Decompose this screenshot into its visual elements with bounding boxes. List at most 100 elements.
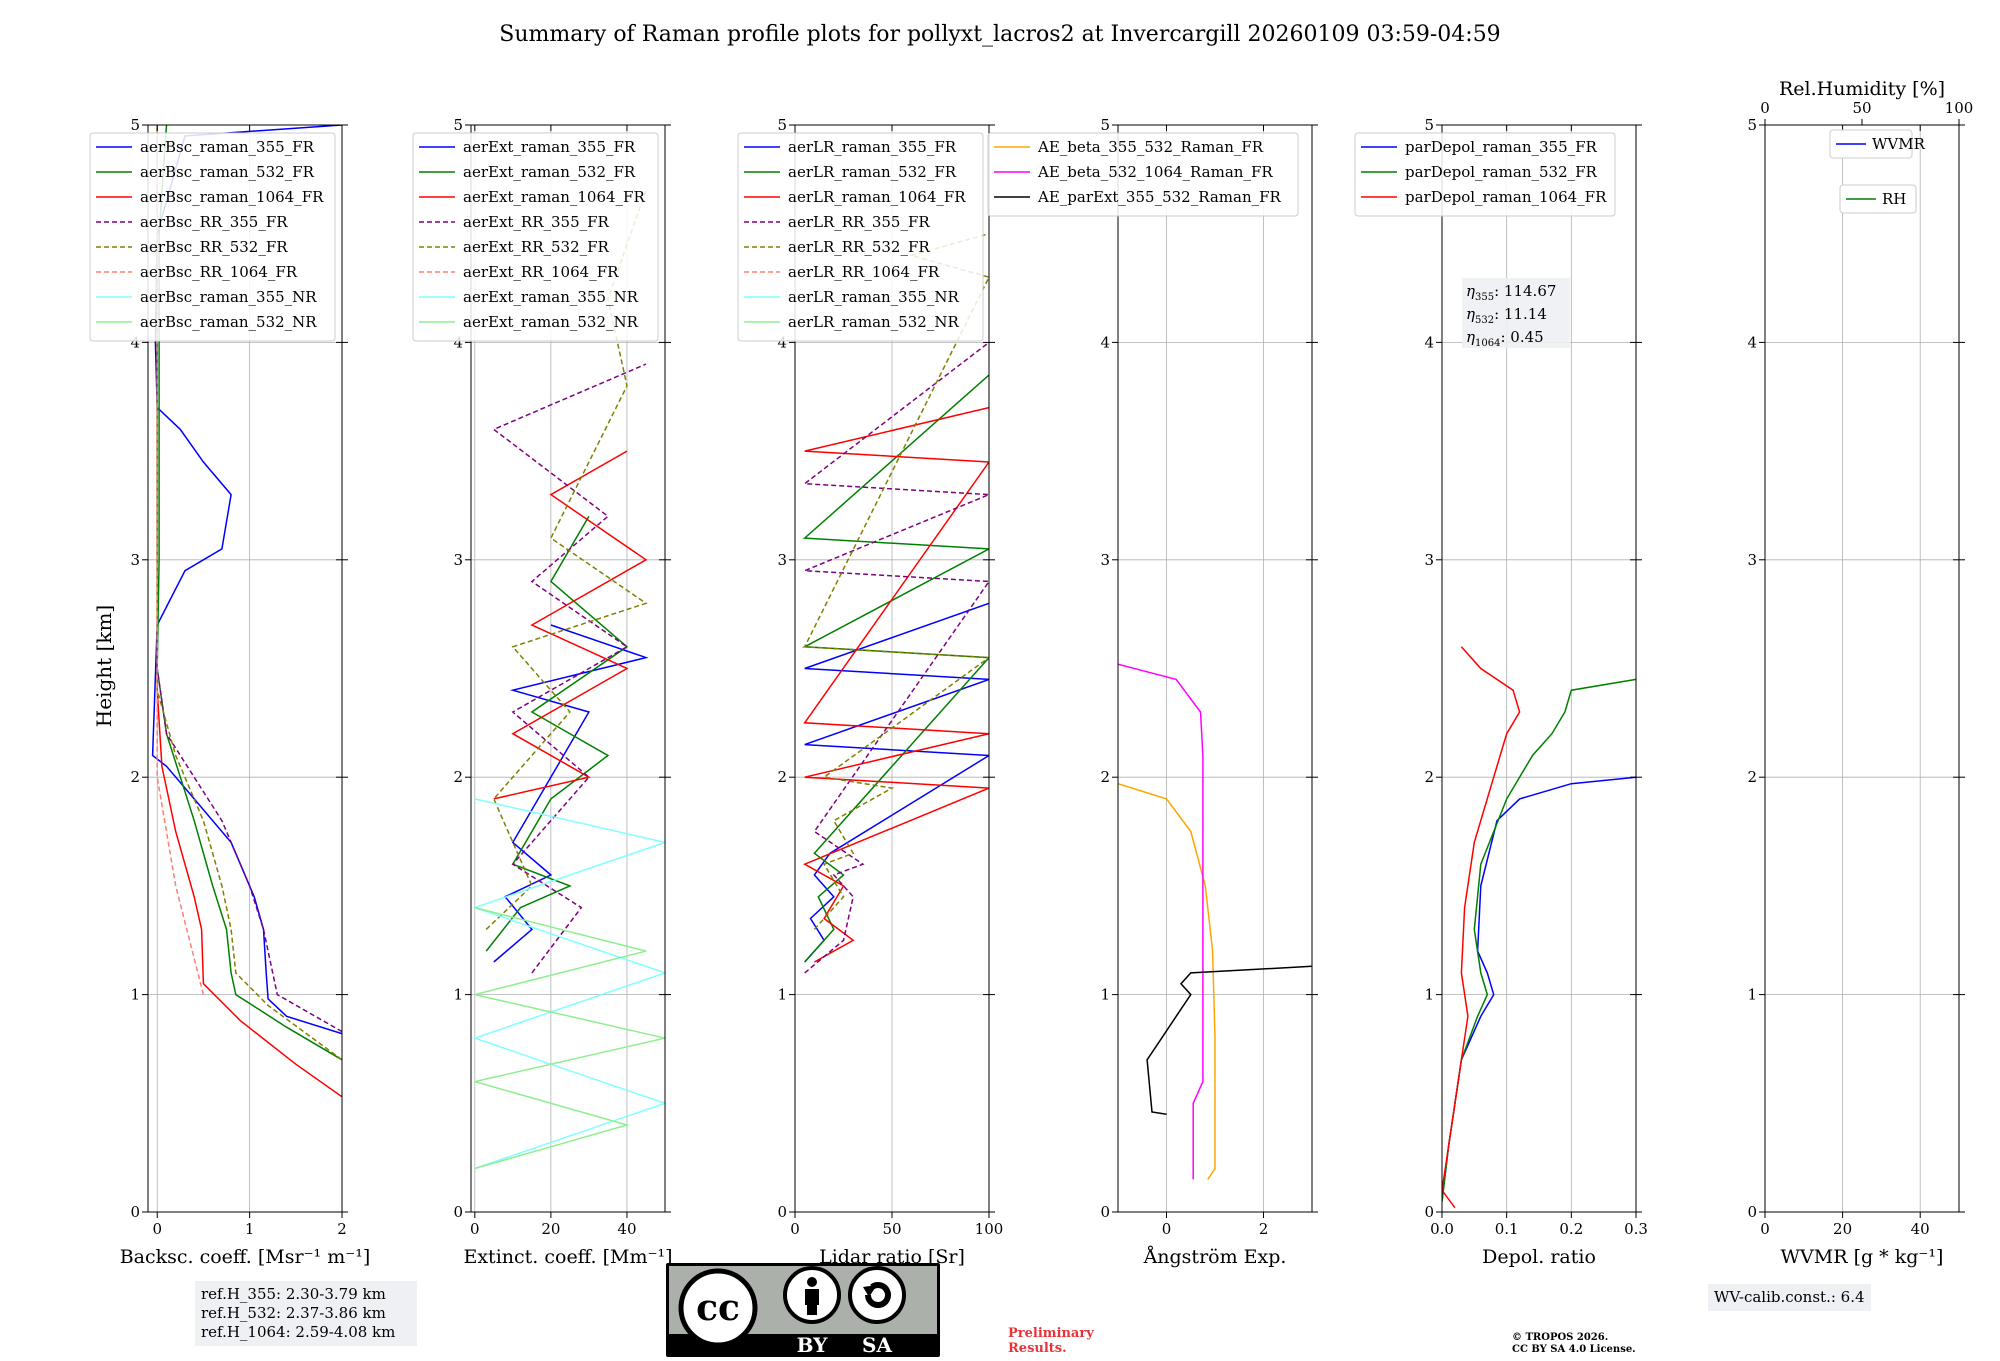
series-line-aerExt_raman_355_FR xyxy=(493,624,649,963)
panel-5: 0.0 0.1 0.2 0.3 0 1 2 3 4 5 Depol. ratio parDepol_r… xyxy=(1354,116,1648,1268)
legend: aerBsc_raman_355_FR aerBsc_raman_532_FRae… xyxy=(89,132,336,342)
y-tick-label: 5 xyxy=(1424,116,1434,134)
top-tick-label: 100 xyxy=(1945,99,1974,117)
copyright-note: © TROPOS 2026. CC BY SA 4.0 License. xyxy=(1512,1332,1636,1356)
legend-label: aerExt_raman_532_NR xyxy=(463,313,639,331)
top-axis-label: Rel.Humidity [%] xyxy=(1779,78,1945,100)
copyright-line-2: CC BY SA 4.0 License. xyxy=(1512,1344,1636,1355)
wv-calibration-box: WV-calib.const.: 6.4 xyxy=(1708,1284,1871,1311)
series-line-aerExt_raman_532_FR xyxy=(485,515,629,952)
preliminary-line-1: Preliminary xyxy=(1008,1326,1094,1341)
y-tick-label: 4 xyxy=(1100,333,1110,351)
ref-height-532: ref.H_532: 2.37-3.86 km xyxy=(201,1304,386,1322)
y-tick-label: 2 xyxy=(777,768,787,786)
legend-label: aerExt_RR_1064_FR xyxy=(463,263,619,281)
top-tick-label: 0 xyxy=(1760,99,1770,117)
legend-box xyxy=(737,132,984,342)
series-line-parDepol_raman_1064_FR xyxy=(1442,646,1521,1209)
legend: aerExt_raman_355_FR aerExt_raman_532_FRae… xyxy=(412,132,659,342)
y-tick-label: 1 xyxy=(130,986,140,1004)
y-tick-label: 4 xyxy=(777,333,787,351)
x-tick-label: 0 xyxy=(790,1220,800,1238)
legend-label: aerBsc_RR_532_FR xyxy=(140,238,288,256)
x-axis-label: Ångström Exp. xyxy=(1143,1246,1287,1268)
legend-label: aerExt_raman_355_FR xyxy=(463,138,636,156)
legend-label: aerLR_RR_1064_FR xyxy=(788,263,940,281)
y-tick-label: 0 xyxy=(1424,1203,1434,1221)
series-line-parDepol_raman_532_FR xyxy=(1442,678,1636,1202)
legend-box xyxy=(412,132,659,342)
legend: AE_beta_355_532_Raman_FR AE_beta_532_1064… xyxy=(987,132,1299,217)
series-line-aerLR_raman_532_FR xyxy=(801,374,989,963)
sa-label: SA xyxy=(862,1333,892,1357)
legend: WVMR RH xyxy=(1829,129,1926,214)
legend-label: aerLR_raman_1064_FR xyxy=(788,188,966,206)
y-tick-label: 0 xyxy=(777,1203,787,1221)
legend-label: parDepol_raman_1064_FR xyxy=(1405,188,1607,206)
axes-frame xyxy=(470,124,666,1213)
y-tick-label: 4 xyxy=(1424,333,1434,351)
figure-title: Summary of Raman profile plots for polly… xyxy=(499,22,1501,47)
legend-label: AE_beta_532_1064_Raman_FR xyxy=(1037,163,1273,181)
x-tick-label: 2 xyxy=(1259,1220,1269,1238)
y-tick-label: 2 xyxy=(130,768,140,786)
legend-label: WVMR xyxy=(1872,135,1926,153)
reference-height-box: ref.H_355: 2.30-3.79 km ref.H_532: 2.37-… xyxy=(195,1281,417,1346)
panel-3: 0 50 100 0 1 2 3 4 5 Lidar ratio [Sr] aerLR_raman_… xyxy=(737,116,1003,1268)
y-tick-label: 3 xyxy=(1747,551,1757,569)
axes-frame xyxy=(1117,124,1313,1213)
y-tick-label: 5 xyxy=(453,116,463,134)
legend: aerLR_raman_355_FR aerLR_raman_532_FR aerL… xyxy=(737,132,984,342)
legend-label: aerBsc_RR_355_FR xyxy=(140,213,288,231)
series-line-aerBsc_RR_355_FR xyxy=(156,125,342,1033)
y-tick-label: 3 xyxy=(130,551,140,569)
y-tick-label: 0 xyxy=(453,1203,463,1221)
y-tick-label: 1 xyxy=(1747,986,1757,1004)
legend-label: aerBsc_RR_1064_FR xyxy=(140,263,298,281)
legend-label: aerBsc_raman_1064_FR xyxy=(140,188,324,206)
y-tick-label: 3 xyxy=(1100,551,1110,569)
y-tick-label: 3 xyxy=(1424,551,1434,569)
legend-box xyxy=(89,132,336,342)
legend-label: aerLR_raman_355_FR xyxy=(788,138,957,156)
legend: parDepol_raman_355_FR parDepol_raman_532_… xyxy=(1354,132,1616,217)
x-tick-label: 20 xyxy=(541,1220,560,1238)
y-tick-label: 1 xyxy=(1100,986,1110,1004)
x-axis-label: Depol. ratio xyxy=(1482,1246,1596,1268)
ref-height-1064: ref.H_1064: 2.59-4.08 km xyxy=(201,1323,396,1341)
series-line-aerExt_RR_355_FR xyxy=(492,363,647,974)
series-line-AE_beta_355_532_Raman_FR xyxy=(1118,782,1216,1180)
share-alike-icon xyxy=(848,1266,906,1324)
y-tick-label: 0 xyxy=(130,1203,140,1221)
series-line-aerExt_raman_532_NR xyxy=(474,906,665,1170)
series-line-aerLR_RR_355_FR xyxy=(802,341,989,974)
legend-label: parDepol_raman_532_FR xyxy=(1405,163,1598,181)
legend-label: aerLR_RR_355_FR xyxy=(788,213,930,231)
legend-label: aerBsc_raman_355_NR xyxy=(140,288,317,306)
x-axis-label: Backsc. coeff. [Msr⁻¹ m⁻¹] xyxy=(120,1246,371,1268)
series-line-aerExt_raman_355_NR xyxy=(472,798,665,1170)
annotation-row: η532: 11.14 xyxy=(1466,305,1547,326)
cc-license-badge: cc BY SA xyxy=(666,1263,940,1357)
panel-4: 0 2 0 1 2 3 4 5 Ångström Exp. AE_beta_355_532_Ram… xyxy=(987,116,1318,1268)
x-tick-label: 0 xyxy=(152,1220,162,1238)
legend-label: aerLR_raman_532_NR xyxy=(788,313,959,331)
preliminary-line-2: Results. xyxy=(1008,1341,1067,1356)
annotation-row: η1064: 0.45 xyxy=(1466,328,1544,349)
series-line-aerLR_raman_1064_FR xyxy=(802,406,989,963)
series-group xyxy=(801,232,989,974)
legend-label: AE_beta_355_532_Raman_FR xyxy=(1037,138,1264,156)
attribution-icon xyxy=(783,1266,841,1324)
y-tick-label: 0 xyxy=(1747,1203,1757,1221)
by-label: BY xyxy=(797,1333,829,1357)
legend-label: aerExt_raman_532_FR xyxy=(463,163,636,181)
y-tick-label: 4 xyxy=(1747,333,1757,351)
y-axis-label: Height [km] xyxy=(92,605,116,727)
copyright-line-1: © TROPOS 2026. xyxy=(1512,1332,1609,1343)
x-tick-label: 0 xyxy=(470,1220,480,1238)
legend-label: aerExt_raman_1064_FR xyxy=(463,188,645,206)
legend-label: AE_parExt_355_532_Raman_FR xyxy=(1037,188,1282,206)
y-tick-label: 2 xyxy=(1747,768,1757,786)
series-line-aerBsc_RR_1064_FR xyxy=(156,125,205,995)
